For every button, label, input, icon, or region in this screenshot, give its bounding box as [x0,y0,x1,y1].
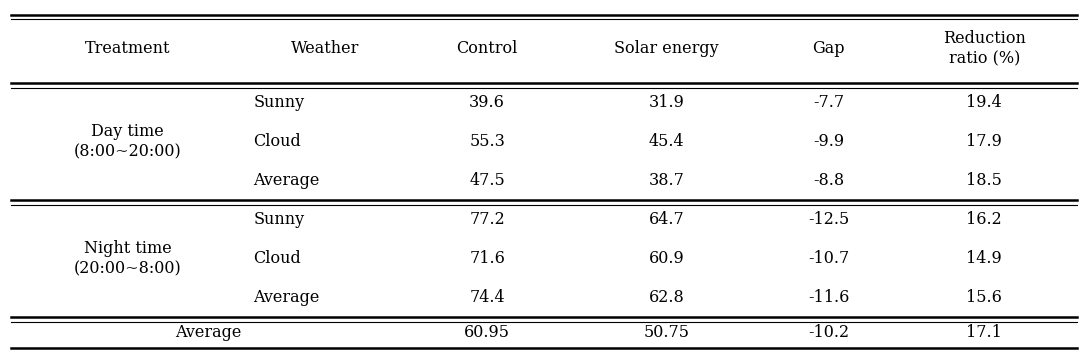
Text: 50.75: 50.75 [644,324,690,341]
Text: 39.6: 39.6 [469,94,505,111]
Text: 60.9: 60.9 [648,250,684,267]
Text: Day time
(8:00~20:00): Day time (8:00~20:00) [74,123,182,160]
Text: 74.4: 74.4 [469,289,505,306]
Text: 18.5: 18.5 [966,172,1002,189]
Text: 47.5: 47.5 [469,172,505,189]
Text: Cloud: Cloud [254,250,301,267]
Text: -9.9: -9.9 [813,133,844,150]
Text: Night time
(20:00~8:00): Night time (20:00~8:00) [74,240,182,277]
Text: Cloud: Cloud [254,133,301,150]
Text: -10.2: -10.2 [808,324,849,341]
Text: Sunny: Sunny [254,94,305,111]
Text: Treatment: Treatment [85,40,171,57]
Text: Reduction
ratio (%): Reduction ratio (%) [943,30,1026,68]
Text: 62.8: 62.8 [648,289,684,306]
Text: Average: Average [175,324,242,341]
Text: 77.2: 77.2 [469,211,505,228]
Text: Gap: Gap [813,40,844,57]
Text: -10.7: -10.7 [808,250,849,267]
Text: 17.1: 17.1 [966,324,1002,341]
Text: -12.5: -12.5 [808,211,849,228]
Text: -11.6: -11.6 [808,289,850,306]
Text: Weather: Weather [292,40,359,57]
Text: -8.8: -8.8 [813,172,844,189]
Text: Solar energy: Solar energy [615,40,719,57]
Text: 60.95: 60.95 [465,324,510,341]
Text: 55.3: 55.3 [469,133,505,150]
Text: Average: Average [254,172,320,189]
Text: 64.7: 64.7 [648,211,684,228]
Text: Average: Average [254,289,320,306]
Text: 14.9: 14.9 [966,250,1002,267]
Text: 16.2: 16.2 [966,211,1002,228]
Text: 71.6: 71.6 [469,250,505,267]
Text: 45.4: 45.4 [648,133,684,150]
Text: 19.4: 19.4 [966,94,1002,111]
Text: 15.6: 15.6 [966,289,1002,306]
Text: Control: Control [456,40,518,57]
Text: 38.7: 38.7 [648,172,684,189]
Text: Sunny: Sunny [254,211,305,228]
Text: 31.9: 31.9 [648,94,684,111]
Text: 17.9: 17.9 [966,133,1002,150]
Text: -7.7: -7.7 [813,94,844,111]
